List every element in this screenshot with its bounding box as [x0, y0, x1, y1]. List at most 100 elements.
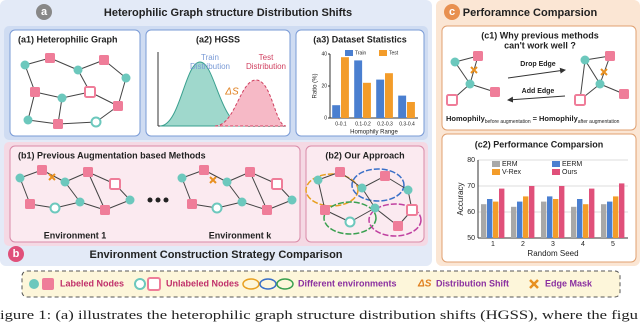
- node: [100, 205, 110, 215]
- delta: ΔS: [224, 87, 239, 98]
- bar: [619, 183, 625, 238]
- bar: [341, 57, 349, 118]
- y-axis-label: Ratio (%): [313, 73, 319, 98]
- edge-mask: [470, 66, 478, 74]
- dot: [147, 197, 153, 203]
- badge-text: b: [13, 248, 20, 260]
- c1-box: [441, 25, 637, 131]
- legend-swatch: [552, 169, 560, 175]
- x-axis-label: Homophily Range: [350, 130, 398, 136]
- x-tick-label: 5: [611, 241, 615, 248]
- node: [450, 57, 460, 67]
- environment: [351, 168, 405, 202]
- bar: [559, 186, 565, 238]
- bar: [354, 60, 363, 118]
- node: [45, 53, 55, 63]
- node: [177, 173, 187, 183]
- legend-text: Distribution Shift: [436, 278, 509, 288]
- legend-swatch: [492, 169, 500, 175]
- node: [23, 115, 33, 125]
- node: [73, 65, 83, 75]
- bar: [332, 105, 341, 118]
- y-tick-label: 50: [467, 235, 475, 242]
- bar: [493, 201, 499, 238]
- legend-swatch: [345, 50, 353, 56]
- legend-node: [42, 278, 54, 290]
- arrow: [507, 67, 566, 79]
- bar: [376, 79, 385, 118]
- env-label: Environment k: [209, 230, 273, 240]
- environment: [368, 203, 422, 237]
- subtitle: (c2) Performance Comparsion: [475, 139, 604, 149]
- node: [393, 221, 403, 231]
- panel-title: Heterophilic Graph structure Distributio…: [104, 7, 352, 19]
- bar: [583, 204, 589, 238]
- label: Train: [201, 53, 219, 62]
- subtitle: can't work well ?: [504, 40, 576, 50]
- node: [187, 199, 197, 209]
- node: [473, 51, 483, 61]
- x-tick-label: 3: [551, 241, 555, 248]
- node: [320, 205, 330, 215]
- bar: [407, 102, 415, 118]
- x-tick-label: 1: [491, 241, 495, 248]
- y-tick-label: 80: [467, 157, 475, 164]
- node: [113, 101, 123, 111]
- panel-title: Perforamnce Comparsion: [463, 7, 598, 19]
- badge: [8, 246, 24, 262]
- bar: [601, 204, 607, 238]
- panel-title: Environment Construction Strategy Compar…: [89, 249, 342, 261]
- legend-node: [147, 277, 161, 291]
- y-tick-label: 0: [324, 115, 327, 121]
- bar: [487, 199, 493, 238]
- bar: [517, 201, 523, 238]
- arrow: [507, 95, 566, 103]
- node: [262, 205, 272, 215]
- x-tick-label: 0.1-0.2: [355, 121, 371, 127]
- edge: [579, 59, 586, 101]
- node: [580, 55, 590, 65]
- node: [619, 89, 629, 99]
- node: [313, 175, 323, 185]
- bar: [589, 188, 595, 238]
- edge-mask: [600, 68, 608, 76]
- x-tick-label: 4: [581, 241, 585, 248]
- eq: =: [533, 114, 538, 123]
- bar: [547, 196, 553, 238]
- sub: after augmentation: [578, 119, 620, 125]
- edge: [249, 171, 268, 211]
- edge: [584, 59, 601, 85]
- environment: [323, 201, 377, 235]
- badge-text: a: [41, 6, 48, 18]
- node: [30, 87, 40, 97]
- legend-env: [259, 278, 277, 290]
- badge-text: c: [449, 6, 455, 18]
- edge: [57, 121, 97, 125]
- bar: [398, 95, 407, 118]
- bar: [499, 188, 505, 238]
- legend-node: [134, 278, 146, 290]
- legend-node: [29, 279, 39, 289]
- node: [99, 55, 109, 65]
- node: [75, 197, 85, 207]
- node: [344, 216, 356, 228]
- node: [605, 51, 615, 61]
- label: Add Edge: [522, 88, 555, 95]
- label: Test: [259, 53, 274, 62]
- edge: [87, 171, 106, 211]
- subtitle: (c1) Why previous methods: [481, 30, 599, 40]
- dot: [155, 197, 161, 203]
- x-tick-label: 2: [521, 241, 525, 248]
- label: Distribution: [246, 62, 286, 71]
- node: [57, 93, 67, 103]
- legend-env: [242, 278, 260, 290]
- subtitle: (a1) Heterophilic Graph: [18, 34, 118, 44]
- node: [446, 94, 458, 106]
- legend-text: ΔS: [417, 279, 432, 290]
- badge: [36, 4, 52, 20]
- subtitle: (b1) Previous Augmentation based Methods: [18, 150, 206, 160]
- caption: igure 1: (a) illustrates the heterophili…: [0, 307, 639, 322]
- legend-mask: [529, 279, 539, 289]
- label: Distribution: [190, 62, 230, 71]
- node: [380, 171, 390, 181]
